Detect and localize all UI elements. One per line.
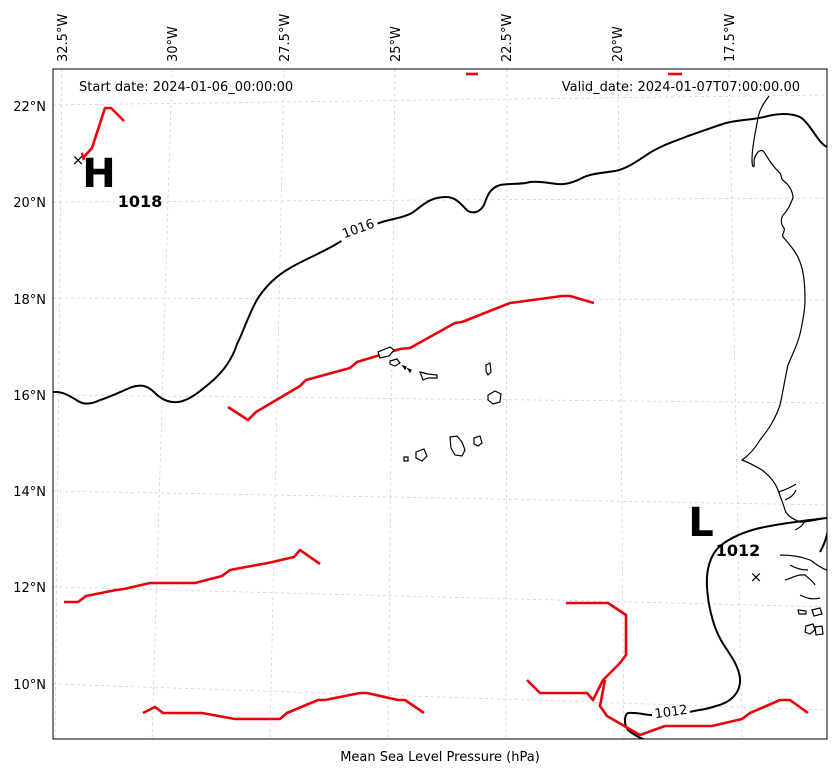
lat-label: 18°N	[13, 293, 46, 308]
high-center-marker: ×	[72, 151, 85, 169]
island	[804, 623, 824, 636]
high-pressure-center: × H 1018	[72, 151, 163, 211]
island	[415, 448, 428, 462]
front-line	[80, 152, 86, 161]
island	[377, 346, 395, 359]
lon-label: 22.5°W	[500, 14, 515, 62]
lat-label: 14°N	[13, 485, 46, 500]
map-area: 1016 1012	[53, 69, 827, 739]
latitude-labels: 22°N 20°N 18°N 16°N 14°N 12°N 10°N	[13, 100, 46, 693]
longitude-labels: 32.5°W 30°W 27.5°W 25°W 22.5°W 20°W 17.5…	[56, 14, 738, 62]
front-line	[142, 691, 425, 721]
low-pressure-center: L 1012 ×	[688, 500, 762, 586]
lon-label: 25°W	[389, 26, 404, 62]
island	[485, 362, 492, 377]
high-letter: H	[82, 151, 115, 197]
map-caption: Mean Sea Level Pressure (hPa)	[340, 750, 540, 765]
islands	[377, 346, 824, 636]
lon-label: 20°W	[611, 26, 626, 62]
isobar-label-1016: 1016	[340, 217, 376, 242]
isobar-1012	[624, 711, 653, 739]
valid-date: Valid_date: 2024-01-07T07:00:00.00	[562, 80, 800, 95]
front-line	[83, 106, 125, 158]
lat-label: 20°N	[13, 196, 46, 211]
island	[401, 364, 412, 374]
lon-label: 27.5°W	[278, 14, 293, 62]
coastline-africa	[740, 95, 827, 523]
isobar-1012	[819, 518, 827, 553]
isobar-1016	[53, 113, 827, 405]
island	[797, 607, 823, 617]
lon-label: 32.5°W	[56, 14, 71, 62]
lat-label: 16°N	[13, 389, 46, 404]
island	[449, 435, 466, 457]
island	[389, 358, 401, 367]
high-value: 1018	[118, 192, 163, 211]
fronts	[64, 72, 809, 737]
isobar-label-1012: 1012	[654, 703, 689, 722]
low-letter: L	[688, 500, 714, 546]
front-line	[598, 679, 809, 737]
low-value: 1012	[716, 541, 761, 560]
island	[473, 435, 483, 447]
low-center-marker: ×	[750, 568, 763, 586]
graticule	[53, 69, 827, 739]
front-line	[64, 548, 321, 604]
island	[419, 371, 438, 381]
island	[403, 456, 409, 462]
isobar-1012	[689, 517, 827, 713]
front-line	[526, 601, 628, 702]
lat-label: 22°N	[13, 100, 46, 115]
island	[487, 390, 502, 405]
map-frame	[52, 68, 828, 740]
lon-label: 30°W	[166, 26, 181, 62]
front-line	[227, 294, 595, 422]
lon-label: 17.5°W	[723, 14, 738, 62]
lat-label: 12°N	[13, 581, 46, 596]
coastline-africa	[777, 483, 827, 600]
lat-label: 10°N	[13, 678, 46, 693]
start-date: Start date: 2024-01-06_00:00:00	[79, 80, 293, 95]
